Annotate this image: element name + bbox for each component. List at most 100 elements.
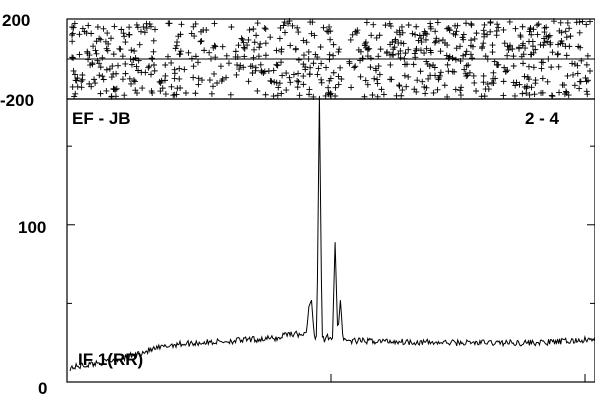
- phase-point: [357, 73, 364, 80]
- phase-point: [478, 93, 485, 100]
- phase-point: [389, 51, 396, 58]
- phase-point: [69, 38, 76, 45]
- phase-point: [576, 19, 583, 25]
- phase-point: [336, 46, 343, 53]
- phase-point: [157, 79, 164, 86]
- phase-point: [353, 30, 360, 36]
- phase-point: [437, 48, 444, 55]
- phase-point: [182, 90, 189, 96]
- phase-point: [441, 40, 448, 46]
- phase-point: [145, 64, 152, 71]
- phase-point: [413, 88, 420, 95]
- phase-point: [195, 75, 202, 82]
- phase-point: [457, 87, 464, 94]
- phase-point: [92, 47, 99, 54]
- phase-point: [531, 91, 538, 98]
- phase-point: [104, 47, 111, 54]
- phase-point: [540, 59, 547, 66]
- phase-point: [452, 56, 459, 63]
- phase-point: [223, 52, 230, 59]
- phase-point: [81, 28, 88, 35]
- phase-point: [481, 33, 488, 40]
- phase-point: [419, 78, 426, 85]
- phase-point: [468, 37, 475, 44]
- phase-point: [178, 21, 185, 28]
- phase-point: [401, 55, 408, 62]
- phase-point: [430, 61, 437, 68]
- phase-point: [587, 68, 593, 74]
- phase-point: [225, 60, 232, 67]
- phase-point: [441, 82, 448, 89]
- phase-point: [480, 72, 487, 79]
- phase-point: [273, 47, 280, 54]
- phase-point: [426, 63, 433, 70]
- phase-point: [415, 37, 422, 44]
- phase-point: [271, 79, 278, 86]
- phase-point: [515, 44, 522, 51]
- phase-point: [462, 51, 469, 58]
- phase-point: [195, 59, 202, 66]
- phase-point: [286, 74, 293, 81]
- phase-point: [458, 84, 465, 91]
- phase-point: [461, 66, 468, 73]
- phase-point: [372, 65, 379, 72]
- phase-point: [384, 48, 391, 55]
- phase-point: [550, 18, 557, 25]
- phase-point: [569, 60, 576, 67]
- phase-point: [556, 89, 563, 96]
- phase-point: [505, 46, 512, 53]
- phase-point: [445, 68, 452, 75]
- phase-point: [262, 26, 269, 33]
- phase-point: [558, 29, 565, 36]
- phase-point: [100, 76, 107, 83]
- phase-point: [563, 34, 570, 41]
- phase-point: [463, 48, 470, 55]
- phase-point: [374, 76, 381, 83]
- phase-point: [85, 22, 92, 29]
- phase-point: [503, 68, 510, 75]
- phase-point: [417, 47, 424, 54]
- phase-point: [140, 23, 147, 30]
- phase-point: [520, 40, 527, 47]
- phase-point: [267, 34, 274, 41]
- amplitude-series-line: [69, 95, 595, 372]
- phase-point: [524, 83, 531, 90]
- phase-point: [414, 77, 421, 84]
- phase-point: [338, 76, 345, 82]
- phase-point: [563, 88, 570, 95]
- phase-point: [156, 78, 163, 85]
- phase-point: [528, 84, 535, 91]
- phase-point: [390, 52, 397, 58]
- phase-point: [190, 63, 197, 70]
- phase-point: [210, 83, 217, 90]
- phase-point: [171, 75, 178, 82]
- phase-point: [352, 28, 359, 35]
- phase-point: [453, 28, 460, 35]
- phase-point: [219, 76, 226, 83]
- phase-point: [557, 40, 564, 47]
- phase-point: [251, 46, 258, 53]
- phase-point: [405, 73, 412, 80]
- phase-point: [422, 90, 429, 97]
- phase-point: [480, 79, 487, 86]
- phase-point: [422, 36, 429, 43]
- phase-point: [206, 49, 213, 56]
- phase-point: [106, 65, 113, 72]
- phase-point: [431, 39, 438, 46]
- phase-point: [527, 25, 534, 32]
- phase-point: [138, 28, 145, 35]
- phase-point: [469, 43, 476, 50]
- phase-point: [430, 89, 437, 96]
- phase-point: [529, 38, 536, 45]
- phase-point: [460, 31, 467, 38]
- phase-point: [519, 23, 526, 30]
- phase-point: [335, 81, 342, 88]
- phase-point: [76, 31, 83, 38]
- phase-point: [523, 90, 530, 97]
- phase-point: [300, 52, 307, 59]
- phase-point: [105, 40, 112, 47]
- phase-point: [237, 62, 244, 69]
- phase-point: [526, 28, 533, 35]
- phase-point: [246, 26, 253, 33]
- phase-point: [165, 20, 172, 27]
